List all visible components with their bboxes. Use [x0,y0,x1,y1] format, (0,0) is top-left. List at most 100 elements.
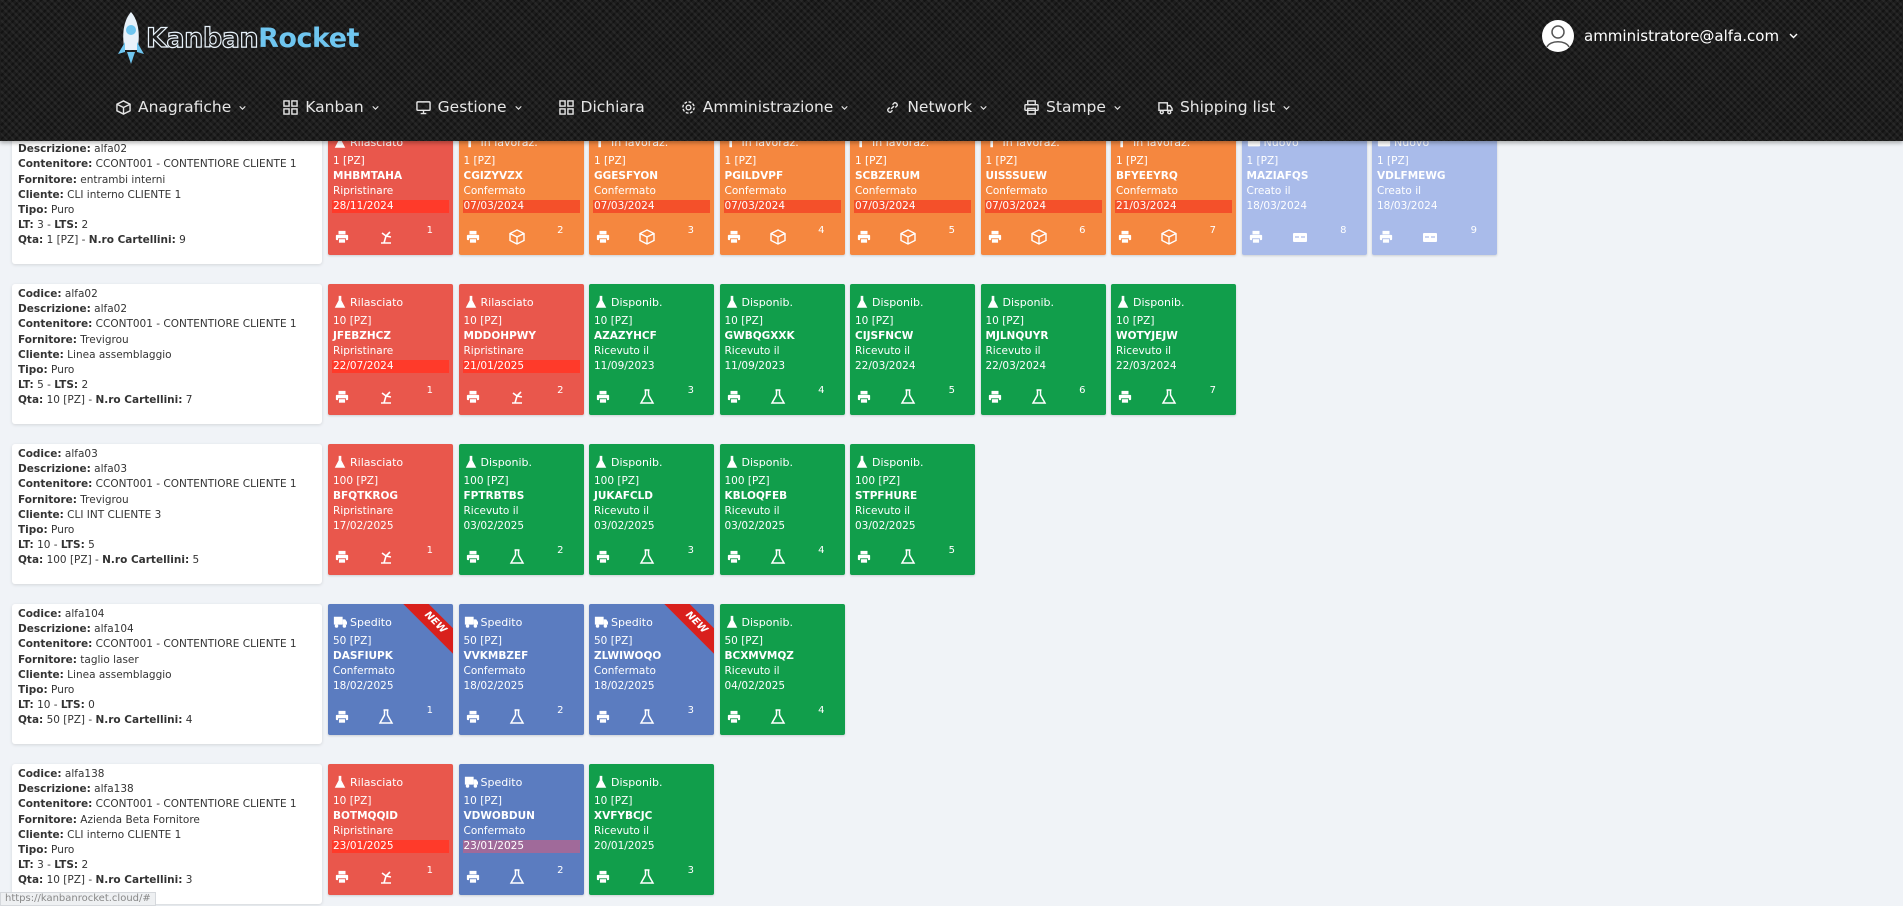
action-button[interactable] [639,389,655,405]
kanban-card[interactable]: Disponib. 10 [PZ] AZAZYHCF Ricevuto il 11/09… [589,284,714,415]
action-button[interactable] [509,869,525,885]
card-state: Ricevuto il [855,505,911,517]
print-button[interactable] [466,230,480,244]
nav-item[interactable]: Stampe [1024,98,1122,116]
action-button[interactable] [900,549,916,565]
user-menu[interactable]: amministratore@alfa.com [1542,20,1798,52]
print-button[interactable] [335,230,349,244]
kanban-card[interactable]: Nuovo 1 [PZ] VDLFMEWG Creato il 18/03/2024 9 [1372,124,1497,255]
print-button[interactable] [335,870,349,884]
action-button[interactable] [509,549,525,565]
print-button[interactable] [1379,230,1393,244]
action-button[interactable] [378,229,394,245]
kanban-card[interactable]: Disponib. 10 [PZ] WOTYJEJW Ricevuto il 22/03… [1111,284,1236,415]
print-button[interactable] [988,230,1002,244]
action-button[interactable] [769,229,786,245]
action-button[interactable] [509,709,525,725]
print-button[interactable] [335,710,349,724]
action-button[interactable] [508,229,525,245]
action-button[interactable] [770,389,786,405]
print-button[interactable] [727,230,741,244]
print-button[interactable] [466,710,480,724]
kanban-card[interactable]: Disponib. 100 [PZ] JUKAFCLD Ricevuto il 03/0… [589,444,714,575]
kanban-card[interactable]: In lavoraz. 1 [PZ] BFYEEYRQ Confermato 21/03… [1111,124,1236,255]
action-button[interactable] [509,389,525,405]
nav-item[interactable]: Shipping list [1158,98,1291,116]
kanban-card[interactable]: Spedito 50 [PZ] VVKMBZEF Confermato 18/02/20… [458,604,584,735]
action-button[interactable] [639,229,655,245]
kanban-card[interactable]: In lavoraz. 1 [PZ] UISSSUEW Confermato 07/03… [980,124,1106,255]
print-button[interactable] [857,230,871,244]
card-date: 07/03/2024 [985,200,1047,212]
action-button[interactable] [900,389,916,405]
kanban-card[interactable]: Disponib. 10 [PZ] GWBQGXXK Ricevuto il 11/09… [719,284,845,415]
print-button[interactable] [727,390,741,404]
kanban-card[interactable]: Disponib. 50 [PZ] BCXMVMQZ Ricevuto il 04/02… [719,604,845,735]
kanban-card[interactable]: Disponib. 100 [PZ] FPTRBTBS Ricevuto il 03/0… [458,444,584,575]
print-button[interactable] [335,390,349,404]
nav-item[interactable]: Anagrafiche [116,98,247,116]
print-button[interactable] [596,870,610,884]
nav-item[interactable]: Network [885,98,988,116]
card-code: GWBQGXXK [724,330,795,342]
kanban-card[interactable]: Rilasciato 10 [PZ] BOTMQQID Ripristinare 23/… [328,764,453,895]
print-button[interactable] [988,390,1002,404]
kanban-card[interactable]: In lavoraz. 1 [PZ] CGIZYVZX Confermato 07/03… [458,124,584,255]
print-button[interactable] [596,710,610,724]
info-value: alfa02 [90,303,127,316]
kanban-card[interactable]: Nuovo 1 [PZ] MAZIAFQS Creato il 18/03/2024 8 [1241,124,1367,255]
action-button[interactable] [900,229,916,245]
kanban-card[interactable]: Rilasciato 10 [PZ] JFEBZHCZ Ripristinare 22/… [328,284,453,415]
action-button[interactable] [1031,389,1047,405]
nav-item[interactable]: Gestione [415,98,523,116]
print-button[interactable] [727,550,741,564]
kanban-card[interactable]: In lavoraz. 1 [PZ] PGILDVPF Confermato 07/03… [719,124,845,255]
print-button[interactable] [857,390,871,404]
kanban-card[interactable]: Rilasciato 1 [PZ] MHBMTAHA Ripristinare 28/1… [328,124,453,255]
print-button[interactable] [466,870,480,884]
action-button[interactable] [378,389,394,405]
kanban-card[interactable]: Rilasciato 100 [PZ] BFQTKROG Ripristinare 17… [328,444,453,575]
kanban-card[interactable]: Spedito 10 [PZ] VDWOBDUN Confermato 23/01/20… [458,764,584,895]
action-button[interactable] [378,869,394,885]
nav-item[interactable]: Dichiara [558,98,645,116]
print-button[interactable] [335,550,349,564]
nav-item[interactable]: Kanban [283,98,379,116]
action-button[interactable] [639,869,655,885]
action-button[interactable] [1161,389,1177,405]
kanban-card[interactable]: In lavoraz. 1 [PZ] GGESFYON Confermato 07/03… [589,124,714,255]
action-button[interactable] [1030,229,1047,245]
action-button[interactable] [1422,229,1438,245]
print-button[interactable] [1249,230,1263,244]
print-button[interactable] [1118,230,1132,244]
logo[interactable]: Kanban Rocket [116,10,359,66]
print-button[interactable] [727,710,741,724]
info-value: 5 - [33,379,55,392]
print-button[interactable] [466,390,480,404]
action-button[interactable] [378,549,394,565]
action-button[interactable] [770,709,786,725]
kanban-card[interactable]: Disponib. 100 [PZ] KBLOQFEB Ricevuto il 03/0… [719,444,845,575]
print-button[interactable] [1118,390,1132,404]
action-button[interactable] [639,709,655,725]
kanban-card[interactable]: In lavoraz. 1 [PZ] SCBZERUM Confermato 07/03… [850,124,975,255]
print-button[interactable] [596,390,610,404]
kanban-card[interactable]: Rilasciato 10 [PZ] MDDOHPWY Ripristinare 21/… [458,284,584,415]
print-button[interactable] [596,230,610,244]
nav-item[interactable]: Amministrazione [681,98,850,116]
kanban-card[interactable]: Disponib. 10 [PZ] CIJSFNCW Ricevuto il 22/03… [850,284,975,415]
kanban-card[interactable]: Disponib. 10 [PZ] XVFYBCJC Ricevuto il 20/01… [589,764,714,895]
print-button[interactable] [596,550,610,564]
kanban-card[interactable]: Spedito 50 [PZ] DASFIUPK Confermato 18/02/20… [328,604,453,735]
action-button[interactable] [770,549,786,565]
kanban-card[interactable]: Spedito 50 [PZ] ZLWIWOQO Confermato 18/02/20… [589,604,714,735]
action-button[interactable] [1161,229,1177,245]
kanban-card[interactable]: Disponib. 10 [PZ] MJLNQUYR Ricevuto il 22/03… [980,284,1106,415]
action-button[interactable] [1292,229,1308,245]
action-button[interactable] [378,709,394,725]
print-button[interactable] [466,550,480,564]
action-button[interactable] [639,549,655,565]
status-icon [334,455,346,468]
kanban-card[interactable]: Disponib. 100 [PZ] STPFHURE Ricevuto il 03/0… [850,444,975,575]
print-button[interactable] [857,550,871,564]
